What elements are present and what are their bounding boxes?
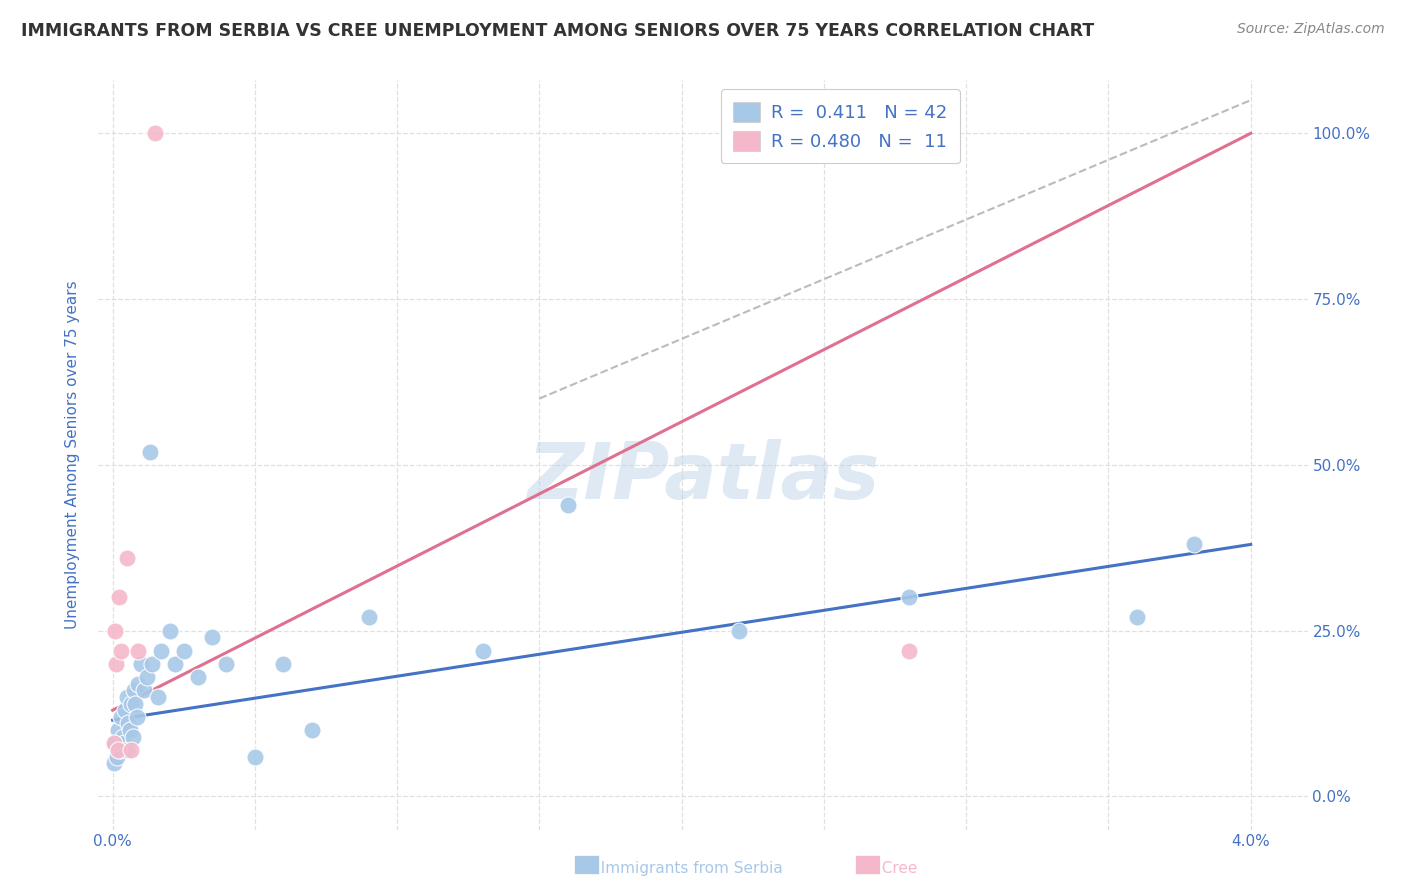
Point [104,736,127,750]
Point [471,643,494,657]
Point [122,683,145,698]
Point [143,126,166,140]
Point [201,630,224,644]
Text: Immigrants from Serbia: Immigrants from Serbia [591,861,782,876]
Point [727,624,749,638]
Point [115,690,138,704]
Point [1126,610,1149,624]
Point [103,756,125,771]
Point [105,657,128,671]
Point [159,624,181,638]
Point [173,643,195,657]
Point [1182,537,1205,551]
Point [141,657,163,671]
Point [104,624,127,638]
Point [125,710,148,724]
Point [273,657,295,671]
Point [115,550,138,565]
Point [135,670,157,684]
Point [301,723,323,737]
Point [187,670,209,684]
Point [110,643,132,657]
Text: Source: ZipAtlas.com: Source: ZipAtlas.com [1237,22,1385,37]
Point [108,743,131,757]
Point [898,591,921,605]
Point [114,703,136,717]
Point [121,730,143,744]
Point [108,591,131,605]
Text: ZIPatlas: ZIPatlas [527,440,879,516]
Point [118,723,141,737]
Point [132,683,155,698]
Point [243,749,266,764]
Point [111,730,134,744]
Point [127,643,149,657]
Point [120,697,142,711]
Text: IMMIGRANTS FROM SERBIA VS CREE UNEMPLOYMENT AMONG SENIORS OVER 75 YEARS CORRELAT: IMMIGRANTS FROM SERBIA VS CREE UNEMPLOYM… [21,22,1094,40]
Point [110,710,132,724]
Point [115,743,138,757]
Point [150,643,173,657]
Point [357,610,380,624]
Point [105,749,128,764]
Point [146,690,169,704]
Point [165,657,187,671]
Point [117,716,139,731]
Point [124,697,146,711]
Point [107,743,129,757]
Point [898,643,921,657]
Text: Cree: Cree [872,861,917,876]
Point [120,743,142,757]
Y-axis label: Unemployment Among Seniors over 75 years: Unemployment Among Seniors over 75 years [65,281,80,629]
Point [112,736,135,750]
Point [127,676,149,690]
Point [103,736,125,750]
Point [557,498,579,512]
Point [107,723,129,737]
Point [138,444,160,458]
Point [215,657,238,671]
Legend: R =  0.411   N = 42, R = 0.480   N =  11: R = 0.411 N = 42, R = 0.480 N = 11 [720,89,960,163]
Point [129,657,152,671]
